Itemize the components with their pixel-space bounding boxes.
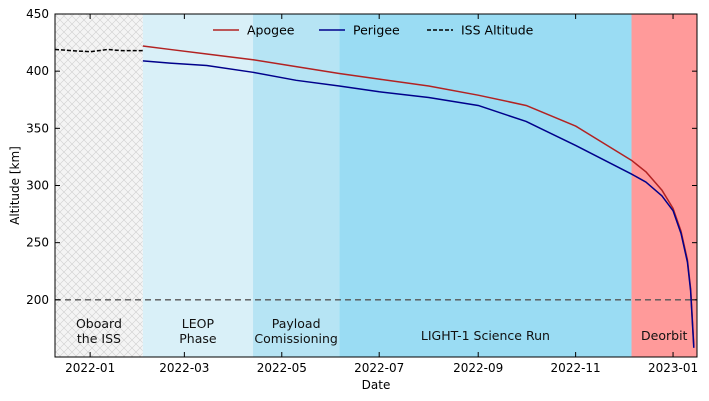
series-lines [55,45,695,348]
x-tick-label: 2022-09 [453,361,503,375]
phase-label: the ISS [77,331,121,346]
phase-region [339,14,632,357]
y-tick-label: 450 [26,7,49,21]
phase-region [631,14,697,357]
y-tick-label: 200 [26,293,49,307]
phase-label: Phase [179,331,217,346]
phase-label: Oboard [76,316,122,331]
legend-entry: Perigee [353,23,400,38]
axes: 200 250 300 350 400 450 2022-01 2022-03 2022-05 2… [8,7,698,392]
x-tick-label: 2023-01 [648,361,698,375]
x-tick-label: 2022-07 [354,361,404,375]
y-tick-label: 300 [26,179,49,193]
phase-region [55,14,143,357]
x-tick-label: 2022-01 [65,361,115,375]
legend-entry: ISS Altitude [461,23,534,38]
x-axis-label: Date [362,378,391,392]
phase-label: Comissioning [254,331,337,346]
phase-label: LEOP [182,316,215,331]
x-tick-label: 2022-03 [159,361,209,375]
y-tick-label: 250 [26,236,49,250]
phase-label: Payload [272,316,321,331]
y-tick-label: 400 [26,64,49,78]
legend: Apogee Perigee ISS Altitude [213,23,534,38]
phase-label: LIGHT-1 Science Run [421,328,550,343]
series-line-perigee [142,60,695,348]
x-tick-label: 2022-05 [257,361,307,375]
phase-regions [55,14,697,357]
legend-entry: Apogee [247,23,295,38]
series-line-iss-altitude [55,48,143,53]
y-axis-label: Altitude [km] [8,146,22,225]
series-line-apogee [142,45,695,346]
phase-region [253,14,340,357]
y-tick-label: 350 [26,121,49,135]
x-tick-label: 2022-11 [551,361,601,375]
phase-label: Deorbit [641,328,688,343]
